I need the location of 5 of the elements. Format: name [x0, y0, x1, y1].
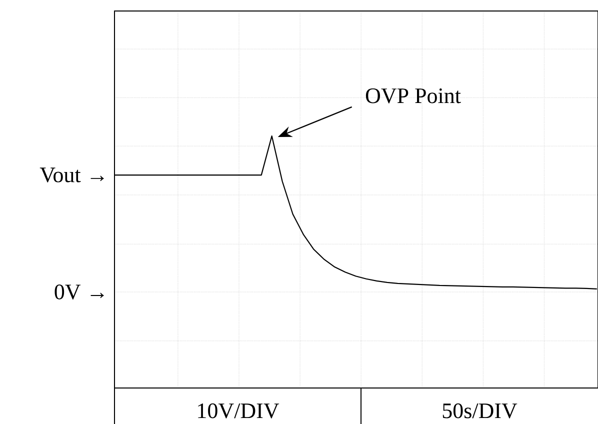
- text: Vout →: [40, 168, 104, 182]
- text: OVP Point: [366, 88, 461, 104]
- text: 50s/DIV: [442, 403, 518, 418]
- text: 10V/DIV: [198, 403, 280, 418]
- text: 0V →: [54, 284, 104, 300]
